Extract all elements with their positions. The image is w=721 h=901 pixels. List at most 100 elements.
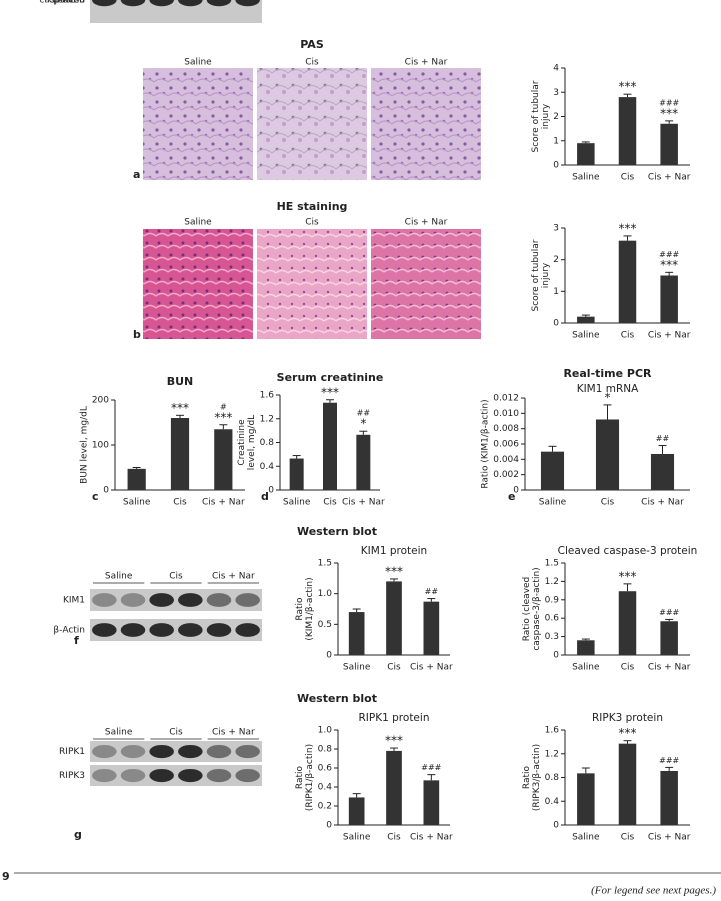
y-axis-label: Ratio (cleaved <box>522 577 532 642</box>
page-number: 9 <box>2 870 10 883</box>
y-axis-label: (RIPK3/β-actin) <box>532 744 542 811</box>
bar <box>660 123 678 165</box>
y-tick-label: 1.0 <box>318 726 333 736</box>
x-tick-label: Saline <box>343 833 371 843</box>
bar <box>540 451 565 490</box>
y-tick-label: 0 <box>268 486 274 496</box>
chart-subtitle: Cleaved caspase-3 protein <box>558 545 698 557</box>
y-tick-label: 0.2 <box>318 802 332 812</box>
x-tick-label: Saline <box>123 498 151 508</box>
y-axis-label: level, mg/dL <box>247 415 257 470</box>
bar <box>595 419 620 490</box>
y-tick-label: 2 <box>553 255 559 265</box>
x-tick-label: Cis + Nar <box>648 173 691 183</box>
y-tick-label: 0 <box>103 486 109 496</box>
blot-band <box>235 768 260 783</box>
x-tick-label: Cis + Nar <box>648 663 691 673</box>
significance-mark: ## <box>656 434 670 443</box>
blot-row-label: RIPK3 <box>59 771 85 781</box>
significance-mark: ### <box>659 98 679 107</box>
significance-mark: ### <box>421 763 441 772</box>
blot-band <box>92 593 117 607</box>
blot-band <box>92 623 117 637</box>
panel-letter: a <box>133 168 140 181</box>
micrograph <box>371 68 481 180</box>
bar <box>423 780 440 825</box>
image-label: Saline <box>184 58 212 68</box>
y-axis-label: injury <box>541 103 551 129</box>
bar <box>660 770 678 825</box>
y-tick-label: 1.6 <box>545 726 560 736</box>
y-tick-label: 0.6 <box>545 614 560 624</box>
bar <box>618 743 637 825</box>
blot-group-label: Cis <box>169 728 183 738</box>
y-tick-label: 0.9 <box>545 595 560 605</box>
significance-mark: *** <box>619 726 637 740</box>
bar <box>289 458 304 490</box>
blot-band <box>120 593 146 607</box>
x-tick-label: Saline <box>572 663 600 673</box>
y-axis-label: Score of tubular <box>531 239 541 311</box>
y-tick-label: 2 <box>553 112 559 122</box>
chart-subtitle: KIM1 mRNA <box>577 383 639 395</box>
y-tick-label: 1 <box>553 287 559 297</box>
blot-band <box>178 593 203 607</box>
significance-mark: *** <box>660 258 678 272</box>
image-label: Cis + Nar <box>405 58 448 68</box>
blot-row-label: RIPK1 <box>59 747 85 757</box>
image-label: Cis + Nar <box>405 218 448 228</box>
x-tick-label: Cis + Nar <box>641 498 684 508</box>
significance-mark: *** <box>660 106 678 120</box>
y-axis-label: Creatinine <box>237 419 247 466</box>
y-axis-label: (KIM1/β-actin) <box>305 577 315 640</box>
y-axis-label: (RIPK1/β-actin) <box>305 744 315 811</box>
blot-band <box>206 744 232 759</box>
bar <box>348 612 365 655</box>
y-tick-label: 0 <box>553 161 559 171</box>
significance-mark: * <box>360 417 366 431</box>
x-tick-label: Cis + Nar <box>648 331 691 341</box>
blot-band <box>235 623 260 637</box>
bar <box>577 773 595 825</box>
chart-subtitle: RIPK3 protein <box>592 712 663 724</box>
x-tick-label: Cis <box>323 498 337 508</box>
y-tick-label: 0.8 <box>260 438 275 448</box>
footer-note: (For legend see next pages.) <box>591 885 716 897</box>
blot-band <box>206 623 232 637</box>
panel-letter: d <box>261 490 269 503</box>
blot-band <box>149 593 174 607</box>
western-title: Western blot <box>297 692 377 705</box>
bar <box>577 316 595 323</box>
bar <box>650 453 675 490</box>
blot-band <box>235 0 260 7</box>
y-axis-label: Score of tubular <box>531 80 541 152</box>
bar <box>618 591 637 655</box>
y-tick-label: 1.0 <box>318 589 333 599</box>
blot-band <box>149 623 174 637</box>
pas-title: PAS <box>300 38 324 51</box>
blot-band <box>92 768 117 783</box>
y-tick-label: 0.008 <box>493 424 519 434</box>
y-tick-label: 0 <box>553 651 559 661</box>
blot-band <box>206 593 232 607</box>
bar <box>423 601 440 655</box>
y-tick-label: 0 <box>326 651 332 661</box>
x-tick-label: Cis <box>173 498 187 508</box>
bar <box>660 275 678 323</box>
x-tick-label: Cis <box>621 833 635 843</box>
x-tick-label: Saline <box>539 498 567 508</box>
blot-band <box>149 768 174 783</box>
y-tick-label: 0.006 <box>493 440 519 450</box>
x-tick-label: Saline <box>572 833 600 843</box>
blot-band <box>206 0 232 7</box>
chart-title: Real-time PCR <box>563 367 652 380</box>
blot-band <box>178 768 203 783</box>
blot-band <box>149 744 174 759</box>
x-tick-label: Saline <box>572 173 600 183</box>
chart-subtitle: KIM1 protein <box>361 545 427 557</box>
chart-title: BUN <box>167 375 194 388</box>
blot-band <box>235 593 260 607</box>
significance-mark: *** <box>321 385 339 399</box>
blot-band <box>178 623 203 637</box>
x-tick-label: Cis <box>387 663 401 673</box>
